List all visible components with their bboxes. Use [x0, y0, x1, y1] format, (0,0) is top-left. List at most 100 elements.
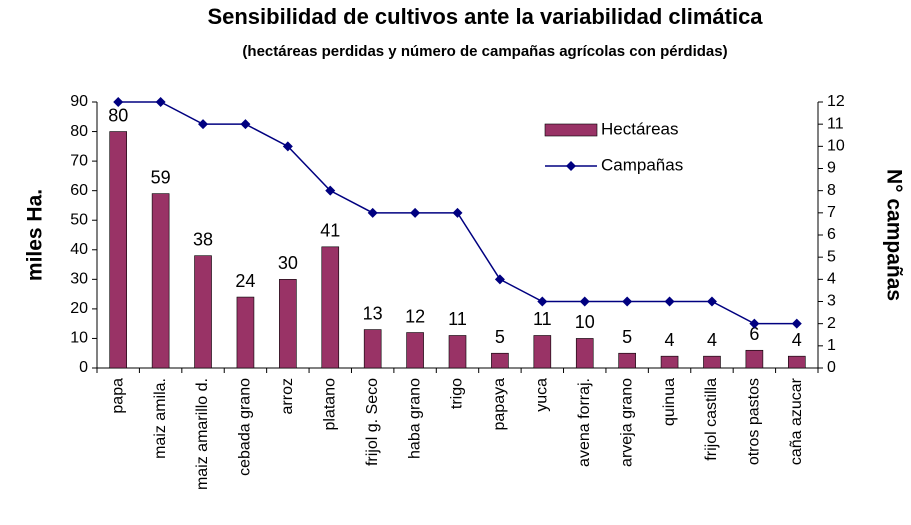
bar-value-label: 12: [405, 306, 425, 326]
x-tick-label: arroz: [279, 378, 296, 414]
bar-value-label: 10: [575, 312, 595, 332]
line-marker: [325, 185, 336, 196]
bar-value-label: 30: [278, 253, 298, 273]
y-tick-label: 0: [79, 359, 88, 376]
y-tick-label: 40: [70, 241, 88, 258]
x-tick-label: papaya: [491, 378, 508, 431]
line-marker: [537, 296, 548, 307]
bar: [194, 255, 212, 369]
bar: [533, 335, 552, 369]
y-tick-label: 70: [70, 152, 88, 169]
y-tick-label: 50: [70, 211, 88, 228]
line-marker: [155, 97, 166, 107]
y2-tick-label: 3: [827, 293, 836, 310]
x-tick-label: avena forraj.: [576, 378, 593, 467]
line-marker: [410, 207, 421, 218]
y2-tick-label: 9: [827, 160, 836, 177]
x-tick-label: yuca: [534, 378, 551, 412]
y2-tick-label: 2: [827, 315, 836, 332]
y2-tick-label: 8: [827, 182, 836, 199]
line-marker: [198, 119, 209, 130]
x-tick-label: cebada grano: [237, 378, 254, 476]
x-tick-label: maiz amarillo d.: [194, 378, 211, 490]
y2-tick-label: 11: [827, 115, 844, 132]
chart-subtitle: (hectáreas perdidas y número de campañas…: [242, 43, 727, 60]
y-axis-title: miles Ha.: [24, 189, 47, 281]
bar: [575, 338, 594, 369]
legend-swatch: [544, 123, 598, 137]
bar: [745, 349, 764, 369]
y-tick-label: 80: [70, 123, 88, 140]
legend-marker: [566, 161, 576, 171]
y-tick-label: 20: [70, 300, 88, 317]
bar-value-label: 41: [320, 221, 340, 241]
bar: [279, 279, 297, 369]
y2-tick-label: 0: [827, 359, 836, 376]
x-tick-label: quinua: [661, 378, 678, 426]
bar: [787, 355, 806, 369]
x-tick-label: arveja grano: [618, 378, 635, 467]
y2-tick-label: 5: [827, 248, 836, 265]
x-tick-label: maiz amila.: [152, 378, 169, 459]
line-marker: [579, 296, 590, 307]
bar: [363, 329, 382, 369]
bar: [109, 131, 128, 369]
x-tick-label: platano: [321, 378, 338, 431]
y-tick-label: 10: [70, 330, 88, 347]
bar-value-label: 4: [792, 330, 802, 350]
line-marker: [622, 296, 633, 307]
bar-value-label: 11: [533, 309, 552, 329]
y-tick-label: 60: [70, 182, 88, 199]
bar-value-label: 38: [193, 229, 213, 249]
bar-value-label: 4: [665, 330, 675, 350]
y2-tick-label: 7: [827, 204, 836, 221]
x-tick-label: trigo: [449, 378, 466, 409]
x-tick-label: papa: [109, 378, 126, 414]
line-marker: [494, 274, 505, 285]
x-tick-label: haba grano: [406, 378, 423, 459]
bar-value-label: 59: [151, 167, 171, 187]
line-marker: [452, 207, 463, 218]
bar-value-label: 13: [363, 303, 383, 323]
bar: [618, 352, 636, 369]
line-marker: [282, 141, 293, 152]
line-marker: [240, 119, 251, 130]
bar-value-label: 5: [622, 327, 632, 347]
bar: [406, 332, 424, 369]
y2-axis-title: N° campañas: [882, 169, 905, 301]
bar-value-label: 4: [707, 330, 717, 350]
y2-tick-label: 10: [827, 138, 845, 155]
line-marker: [706, 296, 717, 307]
x-tick-label: frijol castilla: [703, 378, 720, 461]
y-tick-label: 90: [70, 93, 88, 110]
line-marker: [367, 207, 378, 218]
y2-tick-label: 4: [827, 271, 836, 288]
bar: [660, 355, 679, 369]
legend-label: Campañas: [601, 155, 683, 174]
y2-tick-label: 6: [827, 226, 836, 243]
bar-value-label: 6: [749, 324, 759, 344]
bar: [236, 296, 255, 369]
line-marker: [664, 296, 675, 307]
legend-label: Hectáreas: [601, 119, 678, 138]
y2-tick-label: 12: [827, 93, 845, 110]
bar-value-label: 80: [108, 105, 128, 125]
line-marker: [791, 318, 802, 329]
y2-tick-label: 1: [827, 337, 836, 354]
chart-title: Sensibilidad de cultivos ante la variabi…: [207, 4, 763, 29]
bar: [448, 335, 467, 369]
y-tick-label: 30: [70, 271, 88, 288]
bar: [321, 246, 340, 369]
x-tick-label: caña azucar: [788, 377, 805, 465]
line-marker: [113, 97, 124, 107]
line-marker: [749, 318, 760, 329]
x-tick-label: otros pastos: [746, 378, 763, 465]
x-tick-label: frijol g. Seco: [364, 378, 381, 466]
bar: [703, 355, 721, 369]
bar-value-label: 5: [495, 327, 505, 347]
bar-value-label: 24: [235, 271, 255, 291]
bar-value-label: 11: [448, 309, 467, 329]
bar: [151, 193, 170, 369]
bar: [491, 352, 509, 369]
